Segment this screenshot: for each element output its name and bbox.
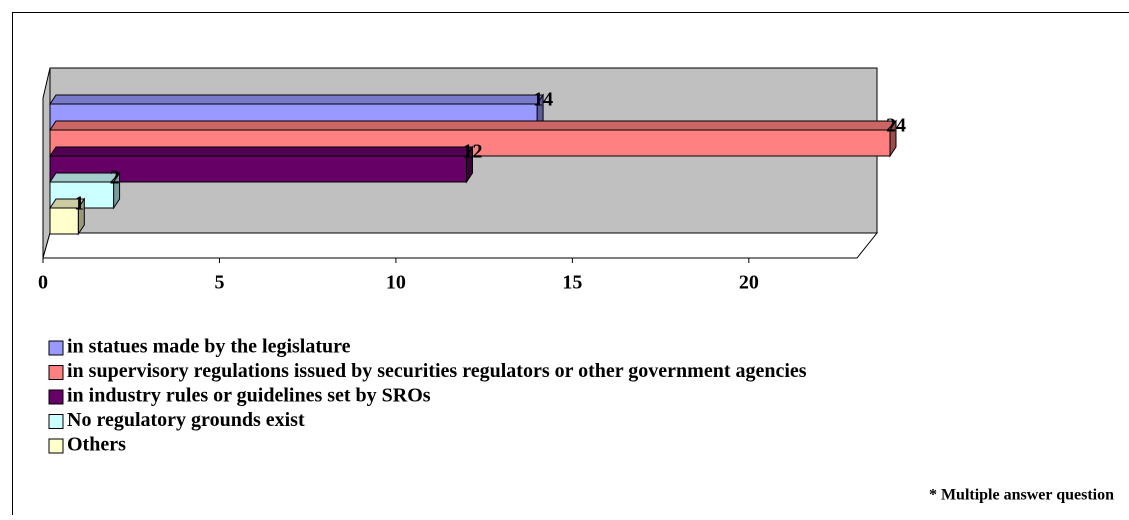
- x-tick-label: 5: [214, 272, 224, 294]
- annotation: * Multiple answer question: [929, 487, 1114, 504]
- data-label: 1: [74, 193, 84, 215]
- legend-label: in statues made by the legislature: [67, 336, 351, 358]
- legend-swatch: [49, 341, 63, 355]
- x-tick-label: 0: [38, 272, 48, 294]
- legend-swatch: [49, 439, 63, 453]
- x-tick-label: 20: [739, 272, 759, 294]
- bar-top: [50, 147, 473, 156]
- legend-label: No regulatory grounds exist: [67, 409, 305, 431]
- bar-top: [50, 121, 896, 130]
- legend-swatch: [49, 390, 63, 404]
- legend-label: Others: [67, 434, 126, 456]
- legend-swatch: [49, 415, 63, 429]
- legend-label: in industry rules or guidelines set by S…: [67, 385, 431, 407]
- side-wall: [43, 68, 50, 258]
- bar-top: [50, 95, 543, 104]
- data-label: 2: [110, 167, 120, 189]
- legend-swatch: [49, 366, 63, 380]
- data-label: 24: [886, 115, 906, 137]
- floor: [43, 233, 877, 258]
- legend-label: in supervisory regulations issued by sec…: [67, 360, 807, 382]
- x-tick-label: 15: [562, 272, 582, 294]
- data-label: 12: [463, 141, 483, 163]
- data-label: 14: [533, 89, 553, 111]
- x-tick-label: 10: [386, 272, 406, 294]
